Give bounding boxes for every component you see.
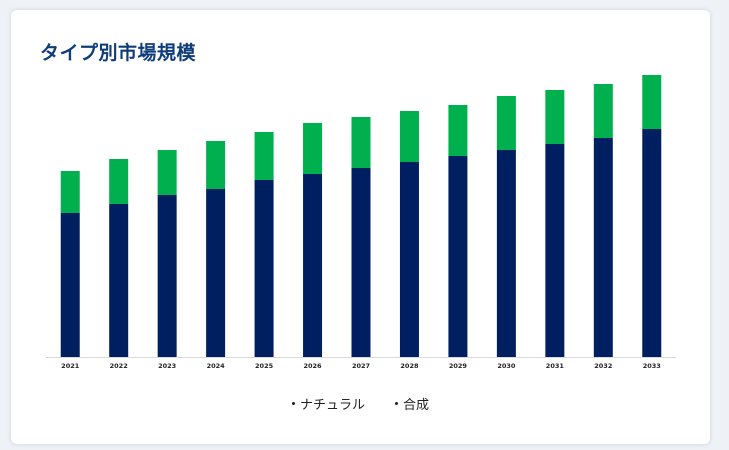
x-tick-label: 2028 <box>400 362 419 370</box>
legend-label-natural: ナチュラル <box>299 398 365 413</box>
bar-natural-2022[interactable] <box>109 204 129 357</box>
x-tick-label: 2024 <box>207 362 226 370</box>
chart-legend: ナチュラル 合成 <box>11 394 710 413</box>
x-tick-label: 2031 <box>546 362 565 370</box>
legend-item-natural[interactable]: ナチュラル <box>291 394 365 413</box>
bar-natural-2027[interactable] <box>351 168 371 357</box>
bar-natural-2029[interactable] <box>448 156 468 357</box>
bar-synthetic-2023[interactable] <box>157 150 177 195</box>
bar-natural-2021[interactable] <box>60 213 80 357</box>
bar-synthetic-2021[interactable] <box>60 171 80 213</box>
bar-natural-2030[interactable] <box>496 150 516 357</box>
bar-natural-2031[interactable] <box>545 144 565 357</box>
bar-natural-2033[interactable] <box>642 129 662 357</box>
bar-synthetic-2029[interactable] <box>448 105 468 156</box>
bullet-icon <box>291 402 295 405</box>
bar-natural-2024[interactable] <box>206 189 226 357</box>
stacked-bar-chart: 2021 2022 2023 2024 2025 2026 2027 2028 2029 2030… <box>46 75 676 370</box>
x-tick-label: 2030 <box>497 362 516 370</box>
x-tick-label: 2025 <box>255 362 274 370</box>
x-tick-label: 2027 <box>352 362 370 370</box>
x-tick-label: 2021 <box>61 362 80 370</box>
bar-natural-2032[interactable] <box>593 138 613 357</box>
bar-synthetic-2024[interactable] <box>206 141 226 189</box>
bullet-icon <box>395 402 398 405</box>
bar-synthetic-2027[interactable] <box>351 117 371 168</box>
bar-synthetic-2025[interactable] <box>254 132 274 180</box>
x-tick-label: 2029 <box>449 362 468 370</box>
bar-synthetic-2028[interactable] <box>399 111 419 162</box>
bar-natural-2025[interactable] <box>254 180 274 357</box>
x-tick-label: 2032 <box>594 362 612 370</box>
chart-title: タイプ別市場規模 <box>40 42 197 64</box>
bar-synthetic-2026[interactable] <box>303 123 323 174</box>
x-tick-label: 2033 <box>643 362 661 370</box>
bar-natural-2023[interactable] <box>157 195 177 357</box>
x-tick-label: 2023 <box>158 362 176 370</box>
x-tick-label: 2026 <box>303 362 322 370</box>
bar-natural-2026[interactable] <box>303 174 323 357</box>
legend-item-synthetic[interactable]: 合成 <box>395 394 429 413</box>
bar-natural-2028[interactable] <box>399 162 419 357</box>
legend-label-synthetic: 合成 <box>403 398 430 413</box>
bar-synthetic-2022[interactable] <box>109 159 129 204</box>
chart-card: タイプ別市場規模 2021 2022 2023 2024 2025 2026 2027 202… <box>11 10 710 444</box>
x-tick-label: 2022 <box>110 362 128 370</box>
bar-synthetic-2031[interactable] <box>545 90 565 144</box>
bar-synthetic-2030[interactable] <box>496 96 516 150</box>
bar-synthetic-2032[interactable] <box>593 84 613 138</box>
bar-synthetic-2033[interactable] <box>642 75 662 129</box>
